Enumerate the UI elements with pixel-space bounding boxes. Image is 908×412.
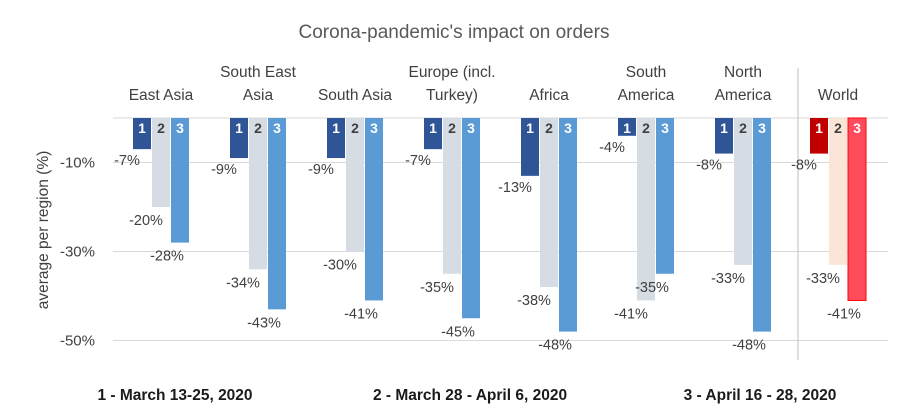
period-2: 2 - March 28 - April 6, 2020 <box>373 387 567 404</box>
y-tick-label: -10% <box>60 155 95 172</box>
period-1: 1 - March 13-25, 2020 <box>97 387 252 404</box>
bar <box>230 118 248 159</box>
data-label: -33% <box>806 271 840 287</box>
y-tick-label: -50% <box>60 333 95 350</box>
bar <box>618 118 636 136</box>
region-label: South East <box>220 64 297 81</box>
bar-index-label: 2 <box>157 120 165 136</box>
bar-index-label: 3 <box>176 120 184 136</box>
bar-index-label: 2 <box>642 120 650 136</box>
data-label: -8% <box>696 158 722 174</box>
region-label: South Asia <box>318 87 392 104</box>
data-label: -28% <box>150 249 184 265</box>
bar-index-label: 3 <box>758 120 766 136</box>
bar <box>810 118 828 154</box>
bar <box>715 118 733 154</box>
region-label: East Asia <box>129 87 194 104</box>
bar-index-label: 3 <box>564 120 572 136</box>
bar-index-label: 2 <box>448 120 456 136</box>
bar <box>559 118 577 332</box>
data-label: -38% <box>517 293 551 309</box>
bar <box>753 118 771 332</box>
bar <box>540 118 558 288</box>
data-label: -13% <box>498 180 532 196</box>
region-label: World <box>818 87 858 104</box>
data-label: -43% <box>247 315 281 331</box>
bar <box>346 118 364 252</box>
period-legend: 1 - March 13-25, 2020 2 - March 28 - Apr… <box>97 387 836 404</box>
region-label: America <box>715 87 772 104</box>
data-label: -34% <box>226 275 260 291</box>
bar-index-label: 1 <box>332 120 340 136</box>
region-labels: East Asia South East Asia South Asia Europe … <box>129 64 858 104</box>
period-3: 3 - April 16 - 28, 2020 <box>684 387 837 404</box>
bar-index-label: 2 <box>834 120 842 136</box>
bar <box>462 118 480 319</box>
bar-index-label: 2 <box>351 120 359 136</box>
bar-index-label: 2 <box>254 120 262 136</box>
bar <box>133 118 151 150</box>
bar-index-label: 3 <box>661 120 669 136</box>
bar <box>268 118 286 310</box>
bar <box>152 118 170 207</box>
data-label: -48% <box>538 338 572 354</box>
bar <box>249 118 267 270</box>
bar <box>734 118 752 265</box>
data-label: -9% <box>211 162 237 178</box>
bar-index-label: 2 <box>545 120 553 136</box>
bar-index-label: 1 <box>138 120 146 136</box>
bar <box>171 118 189 243</box>
y-axis-label: average per region (%) <box>35 151 52 310</box>
bar-index-label: 1 <box>815 120 823 136</box>
region-label: Europe (incl. <box>408 64 495 81</box>
data-label: -41% <box>344 306 378 322</box>
bar-index-label: 1 <box>720 120 728 136</box>
data-label: -7% <box>405 153 431 169</box>
bar-index-label: 1 <box>429 120 437 136</box>
bar <box>365 118 383 301</box>
bar-index-label: 3 <box>853 120 861 136</box>
bar-index-label: 3 <box>273 120 281 136</box>
data-label: -48% <box>732 338 766 354</box>
bar-index-label: 3 <box>370 120 378 136</box>
data-label: -8% <box>791 158 817 174</box>
bar <box>521 118 539 176</box>
bar-index-label: 1 <box>623 120 631 136</box>
bar <box>443 118 461 274</box>
region-label: Asia <box>243 87 274 104</box>
data-label: -35% <box>420 280 454 296</box>
region-label: America <box>618 87 675 104</box>
bar <box>637 118 655 301</box>
data-label: -9% <box>308 162 334 178</box>
bar <box>327 118 345 159</box>
bar <box>847 117 867 301</box>
data-label: -4% <box>599 140 625 156</box>
data-label: -41% <box>614 306 648 322</box>
bar-index-label: 3 <box>467 120 475 136</box>
data-label: -20% <box>129 213 163 229</box>
region-label: Africa <box>529 87 569 104</box>
region-label: North <box>724 64 762 81</box>
region-label: South <box>626 64 667 81</box>
bar <box>656 118 674 274</box>
data-label: -35% <box>635 280 669 296</box>
bar-index-label: 1 <box>235 120 243 136</box>
data-label: -33% <box>711 271 745 287</box>
data-label: -30% <box>323 258 357 274</box>
region-label: Turkey) <box>426 87 478 104</box>
chart-title: Corona-pandemic's impact on orders <box>299 22 610 43</box>
bar <box>829 118 847 265</box>
y-tick-label: -30% <box>60 244 95 261</box>
y-axis-ticks: -10% -30% -50% <box>60 155 95 350</box>
data-label: -45% <box>441 324 475 340</box>
data-label: -7% <box>114 153 140 169</box>
gridlines <box>113 117 888 341</box>
bars: 1 -7% 2 -20% 3 -28% 1 -9% 2 -34% 3 -43% 1 -9% 2 -30% 3 -4… <box>114 117 867 354</box>
bar-index-label: 2 <box>739 120 747 136</box>
data-label: -41% <box>827 306 861 322</box>
bar-index-label: 1 <box>526 120 534 136</box>
bar <box>424 118 442 150</box>
